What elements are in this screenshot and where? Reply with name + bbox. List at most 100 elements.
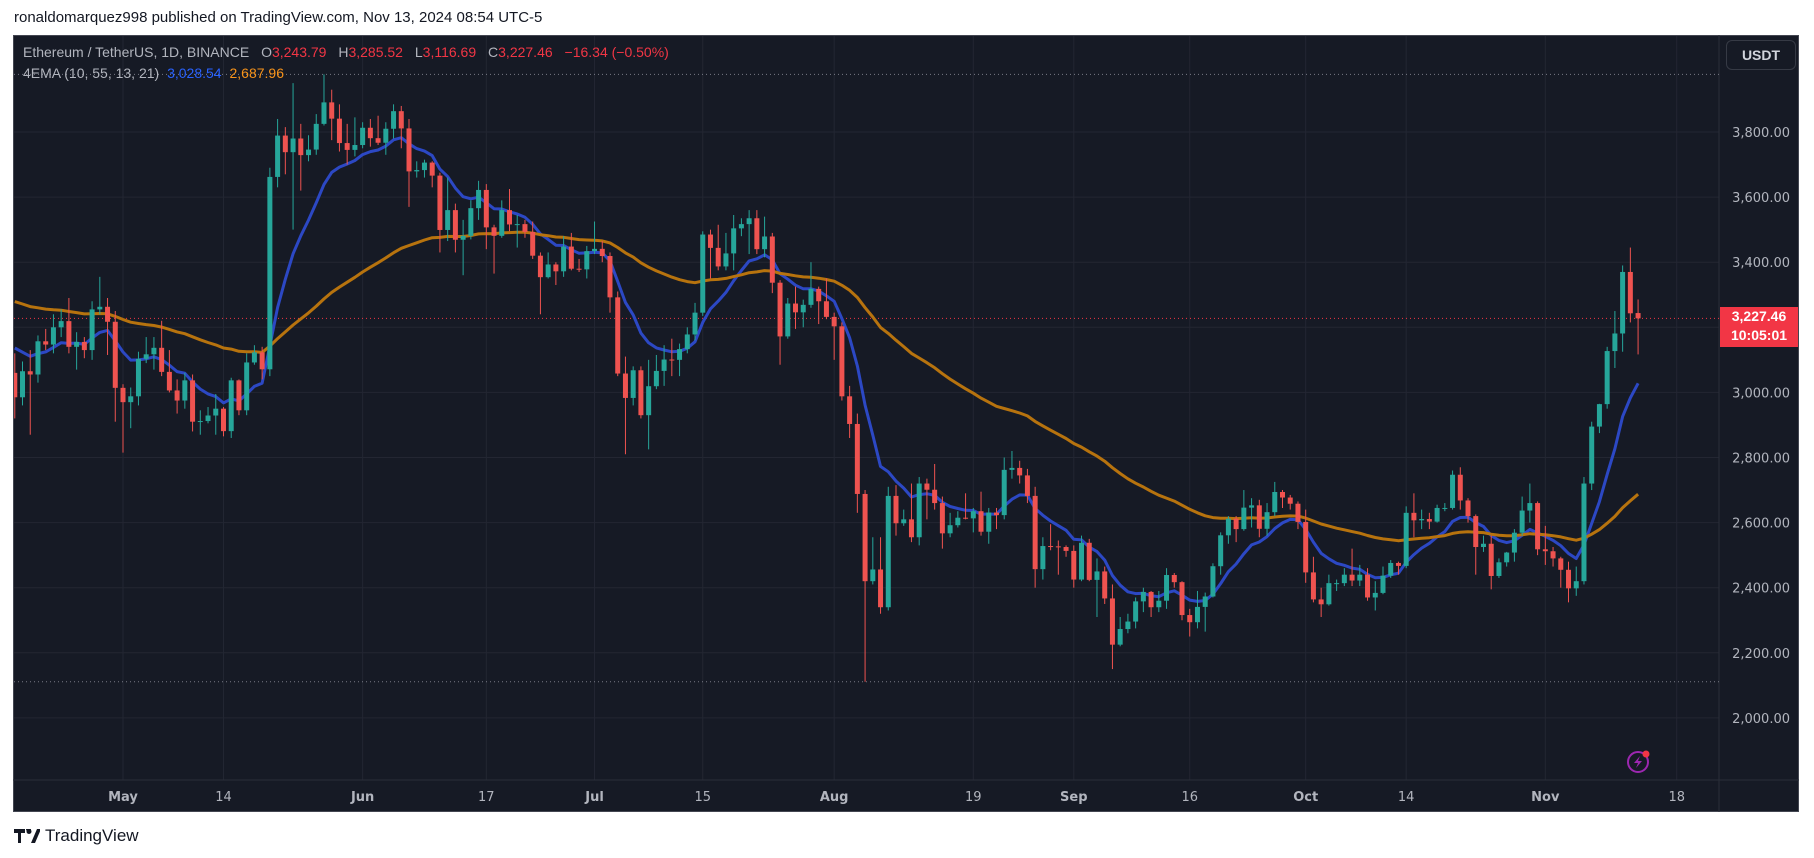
candle [414, 161, 420, 178]
candle-body [1473, 516, 1479, 548]
candle-body [1055, 546, 1061, 548]
candle [244, 353, 250, 416]
candle [592, 221, 598, 255]
candle-body [1094, 571, 1100, 580]
candle-body [20, 371, 26, 398]
candle [275, 118, 281, 188]
candle-body [267, 176, 273, 370]
candle-body [445, 210, 451, 230]
candle-body [1380, 575, 1386, 593]
candle-body [607, 256, 613, 298]
candle [1164, 568, 1170, 609]
candle [1504, 551, 1510, 567]
candle-body [684, 334, 690, 350]
lightning-alert-icon[interactable] [1627, 750, 1650, 773]
candle-body [89, 309, 95, 351]
candle-body [35, 341, 41, 375]
candle [599, 241, 605, 263]
candle [661, 345, 667, 386]
candle-body [507, 210, 512, 225]
candle-body [1612, 333, 1618, 352]
candle [816, 286, 822, 325]
candle-body [1202, 596, 1208, 607]
candle [1109, 584, 1115, 670]
time-tick-label: Aug [820, 790, 849, 805]
candle [112, 311, 118, 422]
candle-body [391, 111, 397, 129]
candle-body [738, 224, 744, 229]
bar-countdown: 10:05:01 [1730, 327, 1788, 343]
candle-body [963, 517, 969, 519]
symbol-legend[interactable]: Ethereum / TetherUS, 1D, BINANCE O3,243.… [23, 44, 669, 60]
candle-body [1434, 507, 1440, 522]
candle-body [1310, 572, 1316, 600]
candle [306, 135, 312, 162]
candle-body [1117, 629, 1123, 645]
candle-body [1001, 469, 1007, 516]
candle-body [491, 227, 497, 236]
candle [35, 335, 41, 383]
candle-body [112, 321, 118, 388]
candle [878, 537, 884, 614]
candle-body [653, 370, 659, 387]
candle [947, 512, 953, 538]
candle [653, 354, 659, 390]
price-tick-label: 3,400.00 [1732, 256, 1790, 271]
candle [228, 377, 234, 438]
last-price-label: 3,227.46 10:05:01 [1720, 307, 1798, 347]
candle [1488, 535, 1494, 590]
candle [468, 200, 474, 240]
candle-body [383, 128, 389, 143]
candle [862, 490, 868, 682]
candle-body [731, 228, 737, 254]
candle-body [553, 264, 559, 272]
candle [182, 372, 188, 409]
candle [1596, 403, 1602, 434]
candle-body [468, 208, 474, 236]
candle [630, 366, 636, 406]
candle-body [715, 247, 721, 267]
chart-panel[interactable] [13, 35, 1799, 812]
candle-body [1604, 351, 1610, 405]
symbol-title: Ethereum / TetherUS, 1D, BINANCE [23, 44, 250, 60]
candle-body [1411, 512, 1417, 521]
candle-body [924, 483, 930, 490]
candle [1001, 457, 1007, 520]
candle-body [1627, 271, 1633, 314]
candle [1535, 501, 1541, 556]
candle-body [298, 138, 304, 156]
candle-body [630, 370, 636, 398]
candle [445, 177, 451, 242]
currency-button[interactable]: USDT [1726, 40, 1796, 70]
candle [151, 337, 157, 370]
tradingview-footer[interactable]: TradingView [14, 826, 139, 846]
candle-body [244, 362, 250, 411]
candle [955, 511, 961, 528]
candle-body [1148, 591, 1154, 608]
candle-body [816, 288, 822, 302]
candle-body [762, 236, 768, 250]
time-tick-label: 16 [1181, 790, 1198, 805]
indicator-legend[interactable]: 4EMA (10, 55, 13, 21) 3,028.54 2,687.96 [23, 65, 284, 81]
candle [530, 221, 536, 259]
candle-body [352, 145, 358, 150]
candle [1326, 574, 1332, 606]
candle [1411, 493, 1417, 538]
time-tick-label: 14 [1398, 790, 1415, 805]
candle [43, 328, 49, 351]
candle [1589, 421, 1595, 491]
candle-body [592, 248, 598, 252]
candle-body [839, 326, 845, 397]
candle-body [947, 525, 953, 534]
candle-body [259, 352, 265, 370]
candle-body [336, 118, 342, 144]
candle [847, 385, 853, 438]
candle-body [893, 495, 899, 524]
candle-body [1109, 598, 1115, 645]
candle [97, 276, 103, 315]
candle-body [1295, 503, 1301, 522]
candle [800, 299, 806, 328]
candle-body [537, 255, 543, 278]
candle-body [1519, 510, 1525, 533]
